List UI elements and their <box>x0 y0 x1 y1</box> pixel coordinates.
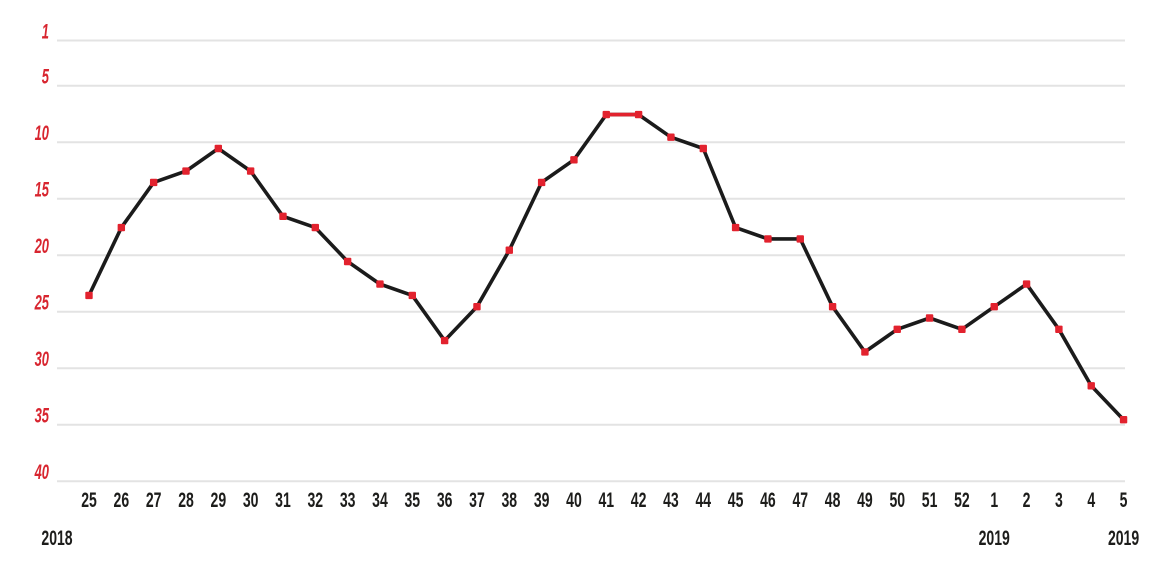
x-axis-week-label: 3 <box>1055 489 1063 512</box>
x-axis-week-label: 38 <box>501 489 517 512</box>
data-point-marker <box>246 167 255 175</box>
y-axis-tick-label: 40 <box>34 461 49 484</box>
x-axis-year-labels: 2018 2019 2019 <box>41 527 1139 550</box>
data-point-marker <box>958 325 966 333</box>
data-point-marker <box>117 223 126 232</box>
x-axis-week-label: 4 <box>1087 489 1095 512</box>
data-point-marker <box>473 303 481 311</box>
data-point-marker <box>149 178 158 187</box>
x-axis-week-label: 28 <box>178 489 194 512</box>
y-axis-tick-label: 15 <box>35 179 50 202</box>
x-axis-week-label: 33 <box>340 489 356 512</box>
data-point-marker <box>828 303 837 311</box>
data-point-marker <box>699 144 707 153</box>
x-axis-week-label: 40 <box>566 489 582 512</box>
x-axis-year-label: 2018 <box>41 527 72 550</box>
x-axis-week-label: 41 <box>598 489 614 512</box>
data-point-marker <box>667 133 675 141</box>
x-axis-week-label: 52 <box>954 489 970 512</box>
data-point-marker <box>311 223 320 232</box>
x-axis-week-label: 5 <box>1120 489 1128 512</box>
data-point-marker <box>1087 382 1095 390</box>
data-point-marker <box>408 291 416 300</box>
x-axis-week-labels: 25 26 27 28 29 30 31 32 33 34 35 36 37 38 39 40 41 42 43 44… <box>81 489 1127 512</box>
x-axis-week-label: 45 <box>728 489 744 512</box>
x-axis-year-label: 2019 <box>979 527 1010 550</box>
data-point-markers <box>85 110 1128 424</box>
data-point-marker <box>182 167 190 175</box>
data-point-marker <box>85 291 93 300</box>
data-point-marker <box>537 178 546 187</box>
data-point-marker <box>893 325 901 333</box>
data-point-marker <box>731 223 740 232</box>
data-point-marker <box>279 212 287 220</box>
x-axis-week-label: 29 <box>211 489 227 512</box>
data-point-marker <box>1055 325 1063 333</box>
x-axis-week-label: 44 <box>695 489 711 512</box>
data-point-marker <box>214 144 223 153</box>
x-axis-week-label: 36 <box>437 489 453 512</box>
x-axis-week-label: 30 <box>243 489 259 512</box>
y-axis-tick-label: 25 <box>34 292 49 315</box>
data-point-marker <box>1022 280 1031 288</box>
data-point-marker <box>440 336 449 345</box>
data-point-marker <box>376 280 384 288</box>
y-axis-tick-label: 30 <box>35 348 50 371</box>
x-axis-year-label: 2019 <box>1108 527 1139 550</box>
x-axis-week-label: 37 <box>469 489 485 512</box>
data-point-marker <box>570 156 578 164</box>
y-axis-tick-label: 1 <box>42 21 49 44</box>
x-axis-week-label: 25 <box>81 489 97 512</box>
x-axis-week-label: 2 <box>1023 489 1031 512</box>
data-point-marker <box>343 257 352 266</box>
x-axis-week-label: 48 <box>825 489 841 512</box>
data-point-marker <box>602 110 610 119</box>
x-axis-week-label: 47 <box>792 489 808 512</box>
x-axis-week-label: 35 <box>405 489 421 512</box>
x-axis-week-label: 31 <box>275 489 291 512</box>
y-axis-tick-label: 10 <box>35 122 50 145</box>
x-axis-week-label: 50 <box>889 489 905 512</box>
x-axis-week-label: 51 <box>922 489 938 512</box>
x-axis-week-label: 1 <box>990 489 998 512</box>
x-axis-week-label: 27 <box>146 489 162 512</box>
data-point-marker <box>634 110 643 119</box>
data-point-marker <box>925 314 934 322</box>
data-point-marker <box>861 348 869 356</box>
data-point-marker <box>990 303 998 311</box>
x-axis-week-label: 26 <box>114 489 130 512</box>
y-axis-tick-label: 5 <box>42 66 49 89</box>
x-axis-week-label: 34 <box>372 489 388 512</box>
x-axis-week-label: 32 <box>308 489 324 512</box>
y-axis-tick-label: 35 <box>35 405 50 428</box>
y-axis-tick-label: 20 <box>34 235 49 258</box>
data-point-marker <box>764 235 772 243</box>
x-axis-week-label: 49 <box>857 489 873 512</box>
gridlines <box>57 39 1125 483</box>
data-point-marker <box>1119 416 1128 424</box>
data-point-marker <box>505 246 513 254</box>
x-axis-week-label: 43 <box>663 489 679 512</box>
chart-line <box>87 112 1126 422</box>
data-point-marker <box>796 235 804 243</box>
x-axis-week-label: 39 <box>534 489 550 512</box>
x-axis-week-label: 46 <box>760 489 776 512</box>
x-axis-week-label: 42 <box>631 489 647 512</box>
